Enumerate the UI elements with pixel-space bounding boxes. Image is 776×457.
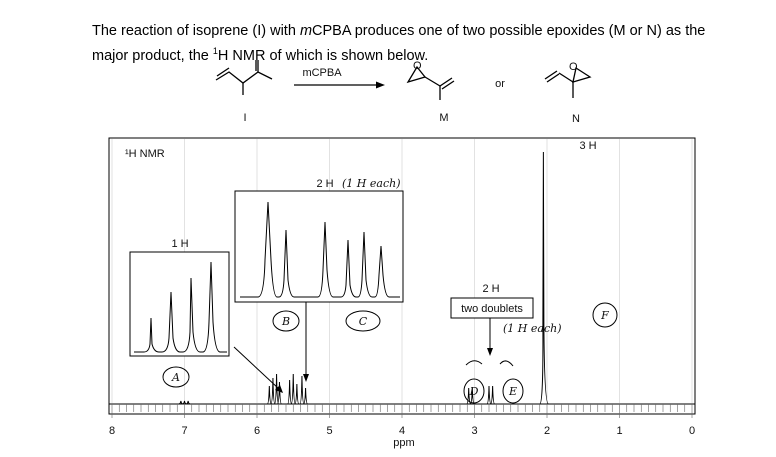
epoxide-M-oxygen: O (413, 60, 422, 72)
circled-letter-B: B (281, 315, 290, 328)
inset-BC-label: 2 H (316, 178, 333, 190)
peak-A (178, 400, 183, 405)
label-M: M (439, 112, 448, 124)
peak-D (466, 387, 471, 405)
epoxide-N-structure (544, 66, 592, 98)
x-tick-label: 4 (399, 425, 405, 437)
question-text: The reaction of isoprene (I) with mCPBA … (92, 23, 706, 64)
label-I: I (243, 112, 246, 124)
x-tick-label: 0 (689, 425, 695, 437)
circled-letter-A: A (171, 371, 180, 384)
epoxide-M-structure (406, 65, 455, 100)
isoprene-structure (215, 60, 273, 95)
peak-B (270, 377, 276, 405)
inset-BC-note: (1 H each) (342, 177, 400, 190)
x-axis-label: ppm (393, 437, 414, 449)
x-tick-label: 1 (616, 425, 622, 437)
spectrum-title: ¹H NMR (125, 148, 165, 160)
peak-C (290, 373, 296, 405)
peak-A (182, 400, 187, 405)
peak-E (486, 385, 492, 405)
spectrum-peaks (178, 151, 549, 405)
reagent-label: mCPBA (302, 67, 342, 79)
axis-minor-ticks (111, 404, 693, 418)
epoxide-N-oxygen: O (569, 61, 578, 73)
inset-A (129, 251, 230, 357)
peak-C (299, 375, 305, 405)
circled-labels: A B C D E F (162, 302, 618, 404)
circled-label-D (463, 378, 485, 404)
circled-label-A (162, 366, 190, 388)
inset-BC (234, 190, 404, 303)
circled-label-F (592, 302, 618, 328)
peak-C (294, 383, 300, 405)
circled-letter-F: F (600, 309, 609, 322)
peak-B (274, 373, 280, 405)
inset-BC-trace (240, 201, 400, 298)
peak-F (539, 151, 549, 405)
peak-B (266, 385, 272, 405)
circled-label-E (502, 378, 524, 404)
DE-box-text: two doublets (461, 303, 523, 315)
or-label: or (495, 78, 505, 90)
reaction-arrow (294, 81, 385, 89)
inset-A-label: 1 H (171, 238, 188, 250)
DE-box (450, 297, 534, 319)
peak-B (276, 381, 282, 405)
reaction-scheme: I mCPBA O M or O N (215, 60, 592, 125)
peak-A (186, 400, 191, 405)
x-axis-tick-labels: 8 7 6 5 4 3 2 1 0 (109, 425, 695, 437)
x-tick-label: 2 (544, 425, 550, 437)
F-label: 3 H (579, 140, 596, 152)
circled-letter-D: D (469, 385, 479, 398)
inset-A-trace (134, 261, 227, 353)
DE-note: (1 H each) (503, 322, 561, 335)
circled-label-B (272, 310, 300, 332)
circled-label-C (345, 310, 381, 332)
x-tick-label: 5 (326, 425, 332, 437)
DE-label: 2 H (482, 283, 499, 295)
x-tick-label: 6 (254, 425, 260, 437)
x-tick-label: 7 (181, 425, 187, 437)
circled-letter-E: E (508, 385, 517, 398)
peak-C (287, 379, 293, 405)
peak-E (490, 385, 496, 405)
x-tick-label: 3 (471, 425, 477, 437)
x-tick-label: 8 (109, 425, 115, 437)
label-N: N (572, 113, 580, 125)
peak-C (303, 387, 308, 405)
circled-letter-C: C (359, 315, 368, 328)
